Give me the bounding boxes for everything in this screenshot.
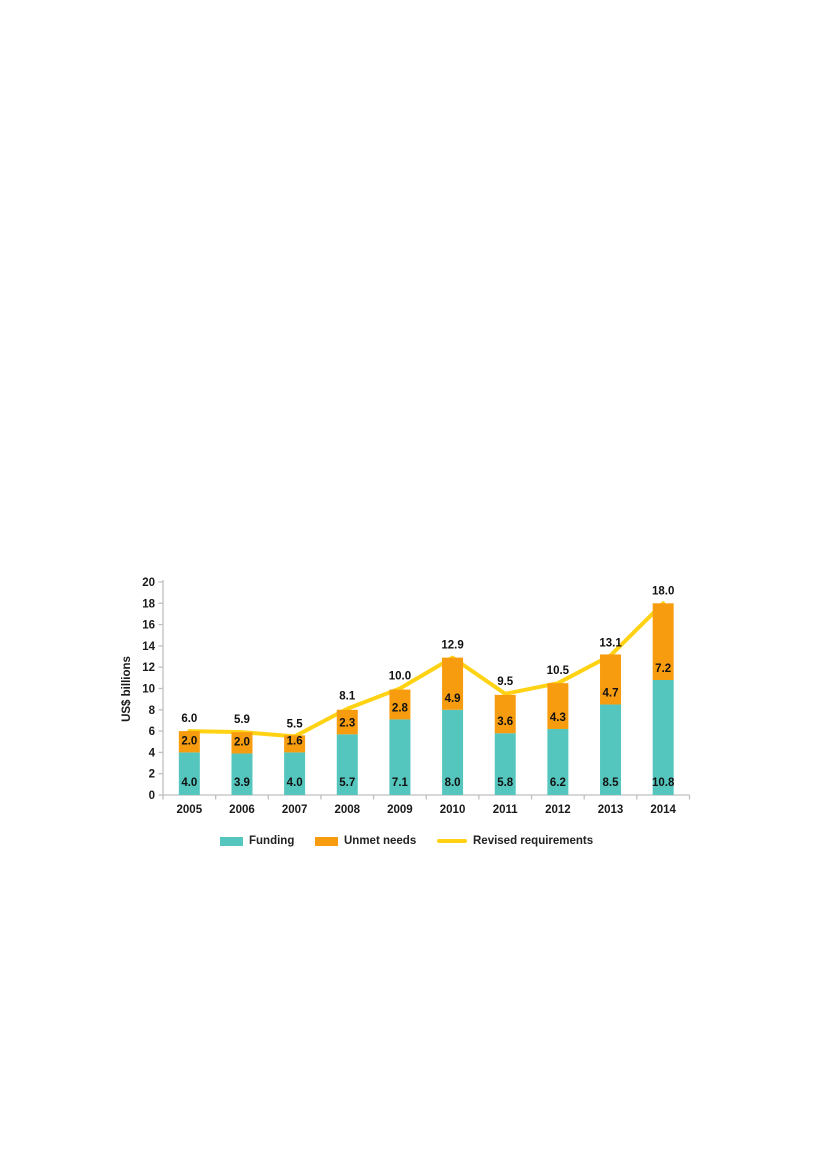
bar-funding-2008 bbox=[336, 734, 358, 795]
x-tick-label-2006: 2006 bbox=[229, 804, 255, 816]
y-tick-label: 14 bbox=[142, 641, 155, 653]
label-unmet-needs-2009: 2.8 bbox=[392, 702, 409, 714]
legend-item-funding: Funding bbox=[220, 834, 294, 848]
label-funding-2006: 3.9 bbox=[234, 777, 250, 789]
bar-unmet-needs-2006 bbox=[231, 732, 253, 754]
bar-unmet-needs-2007 bbox=[284, 735, 306, 753]
bar-funding-2005 bbox=[178, 752, 200, 795]
label-unmet-needs-2012: 4.3 bbox=[550, 712, 566, 724]
x-tick-label-2005: 2005 bbox=[177, 804, 203, 816]
x-tick-label-2014: 2014 bbox=[650, 804, 676, 816]
bar-funding-2006 bbox=[231, 753, 253, 795]
bar-unmet-needs-2014 bbox=[652, 603, 674, 680]
y-tick-label: 6 bbox=[149, 726, 155, 738]
x-tick-label-2013: 2013 bbox=[598, 804, 624, 816]
bar-funding-2010 bbox=[442, 709, 464, 795]
label-funding-2011: 5.8 bbox=[497, 777, 514, 789]
label-funding-2012: 6.2 bbox=[550, 777, 566, 789]
x-tick-label-2010: 2010 bbox=[440, 804, 466, 816]
label-funding-2009: 7.1 bbox=[392, 777, 409, 789]
x-tick-label-2011: 2011 bbox=[493, 804, 519, 816]
label-unmet-needs-2007: 1.6 bbox=[287, 735, 303, 747]
x-tick-label-2009: 2009 bbox=[387, 804, 413, 816]
x-tick-label-2007: 2007 bbox=[282, 804, 308, 816]
label-unmet-needs-2013: 4.7 bbox=[603, 687, 619, 699]
x-tick-label-2012: 2012 bbox=[545, 804, 571, 816]
y-tick-label: 20 bbox=[142, 577, 155, 589]
label-unmet-needs-2014: 7.2 bbox=[655, 663, 671, 675]
legend-swatch-unmet-needs bbox=[315, 836, 338, 846]
y-axis-title: US$ billions bbox=[121, 656, 133, 722]
bar-funding-2011 bbox=[494, 733, 516, 795]
label-total-2007: 5.5 bbox=[287, 718, 304, 730]
label-unmet-needs-2010: 4.9 bbox=[445, 693, 461, 705]
legend-swatch-funding bbox=[220, 836, 243, 846]
label-total-2010: 12.9 bbox=[441, 640, 463, 652]
label-total-2011: 9.5 bbox=[497, 676, 514, 688]
label-total-2009: 10.0 bbox=[389, 671, 411, 683]
bar-funding-2012 bbox=[547, 728, 569, 795]
label-funding-2007: 4.0 bbox=[287, 777, 303, 789]
legend-label-revised-requirements: Revised requirements bbox=[473, 835, 594, 847]
y-tick-label: 2 bbox=[149, 769, 155, 781]
label-unmet-needs-2011: 3.6 bbox=[497, 716, 513, 728]
bar-unmet-needs-2013 bbox=[600, 654, 622, 705]
label-funding-2010: 8.0 bbox=[445, 777, 461, 789]
y-tick-label: 4 bbox=[149, 747, 156, 759]
label-total-2012: 10.5 bbox=[547, 665, 570, 677]
label-funding-2008: 5.7 bbox=[339, 777, 355, 789]
bar-funding-2013 bbox=[600, 704, 622, 795]
bar-unmet-needs-2005 bbox=[178, 731, 200, 753]
bar-funding-2014 bbox=[652, 679, 674, 795]
label-unmet-needs-2006: 2.0 bbox=[234, 736, 250, 748]
label-funding-2014: 10.8 bbox=[652, 777, 675, 789]
label-total-2014: 18.0 bbox=[652, 585, 674, 597]
bar-unmet-needs-2011 bbox=[494, 694, 516, 734]
line-revised-requirements bbox=[187, 601, 666, 739]
legend-item-revised-requirements: Revised requirements bbox=[437, 834, 593, 848]
label-unmet-needs-2008: 2.3 bbox=[339, 717, 355, 729]
bar-unmet-needs-2010 bbox=[442, 657, 464, 710]
legend-item-unmet-needs: Unmet needs bbox=[315, 834, 416, 848]
bar-funding-2009 bbox=[389, 719, 411, 795]
label-funding-2005: 4.0 bbox=[181, 777, 197, 789]
label-total-2005: 6.0 bbox=[181, 713, 197, 725]
y-tick-label: 12 bbox=[142, 662, 155, 674]
legend-label-unmet-needs: Unmet needs bbox=[344, 835, 417, 847]
y-tick-label: 18 bbox=[142, 598, 155, 610]
y-tick-label: 8 bbox=[149, 705, 156, 717]
bar-funding-2007 bbox=[284, 752, 306, 795]
label-funding-2013: 8.5 bbox=[603, 777, 620, 789]
label-total-2013: 13.1 bbox=[599, 637, 622, 649]
bar-unmet-needs-2009 bbox=[389, 689, 411, 720]
legend-label-funding: Funding bbox=[249, 835, 295, 847]
legend-swatch-revised-requirements bbox=[437, 839, 467, 843]
x-tick-label-2008: 2008 bbox=[334, 804, 360, 816]
label-unmet-needs-2005: 2.0 bbox=[181, 735, 197, 747]
y-tick-label: 16 bbox=[142, 620, 155, 632]
y-tick-label: 0 bbox=[149, 790, 155, 802]
y-tick-label: 10 bbox=[142, 684, 155, 696]
bar-unmet-needs-2008 bbox=[336, 709, 358, 735]
bar-unmet-needs-2012 bbox=[547, 683, 569, 729]
label-total-2006: 5.9 bbox=[234, 714, 250, 726]
label-total-2008: 8.1 bbox=[339, 691, 356, 703]
